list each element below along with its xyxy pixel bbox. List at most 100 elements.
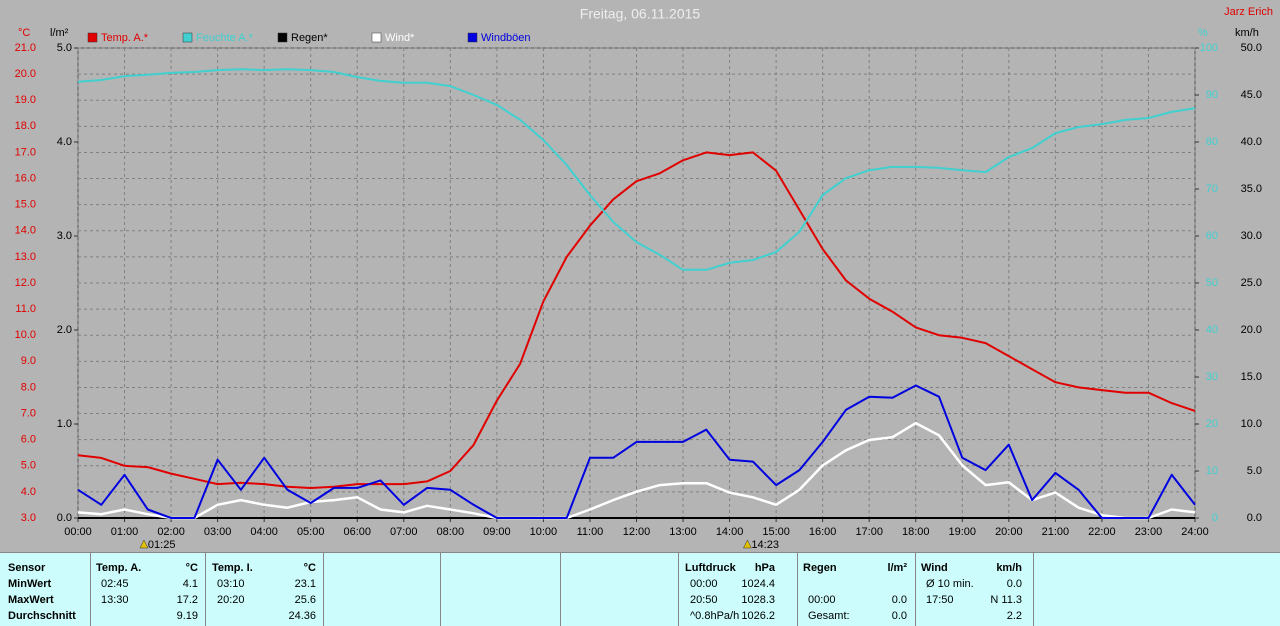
legend-swatch (371, 32, 382, 43)
section-title: Temp. I. (212, 562, 253, 574)
section-title: Regen (803, 562, 837, 574)
separator (915, 553, 916, 626)
x-tick-label: 05:00 (297, 526, 325, 538)
legend-swatch (87, 32, 98, 43)
y-tick-label: 8.0 (21, 381, 36, 393)
stat-time: 00:00 (808, 594, 836, 606)
legend-label: Regen* (291, 32, 328, 44)
separator (440, 553, 441, 626)
y3-tick-label: 20 (1206, 418, 1218, 430)
y4-tick-label: 15.0 (1241, 371, 1262, 383)
series-line (77, 421, 1196, 520)
stat-time: Ø 10 min. (926, 578, 974, 590)
section-unit: km/h (996, 562, 1022, 574)
separator (797, 553, 798, 626)
stat-value: 1024.4 (741, 578, 775, 590)
legend-swatch (277, 32, 288, 43)
y-tick-label: 16.0 (15, 172, 36, 184)
y-tick-label: 14.0 (15, 225, 36, 237)
x-tick-label: 14:00 (716, 526, 744, 538)
section-unit: hPa (754, 562, 775, 574)
y4-tick-label: 30.0 (1241, 230, 1262, 242)
x-tick-label: 04:00 (250, 526, 278, 538)
row-label: Sensor (8, 562, 46, 574)
series-line (77, 151, 1196, 489)
row-label: MinWert (8, 578, 52, 590)
x-tick-label: 11:00 (577, 526, 604, 538)
stat-value: 17.2 (176, 594, 198, 606)
y2-tick-label: 0.0 (57, 512, 72, 524)
y4-tick-label: 20.0 (1241, 324, 1262, 336)
stat-time: 17:50 (926, 594, 954, 606)
stat-time: ^0.8hPa/h (690, 610, 740, 622)
section-title: Temp. A. (96, 562, 142, 574)
x-tick-label: 13:00 (669, 526, 697, 538)
x-tick-label: 24:00 (1181, 526, 1209, 538)
x-tick-label: 06:00 (343, 526, 371, 538)
section-unit: °C (185, 562, 198, 574)
y-unit: °C (18, 27, 30, 39)
y3-tick-label: 40 (1206, 324, 1218, 336)
marker-icon (139, 539, 149, 549)
x-tick-label: 09:00 (483, 526, 511, 538)
y-tick-label: 11.0 (15, 303, 36, 315)
x-tick-label: 08:00 (437, 526, 465, 538)
chart: Freitag, 06.11.2015 Jarz Erich °C l/m² %… (15, 6, 1273, 551)
y3-tick-label: 80 (1206, 136, 1218, 148)
stat-value: 23.1 (294, 578, 316, 590)
legend-label: Windböen (481, 32, 531, 44)
y4-tick-label: 10.0 (1241, 418, 1262, 430)
chart-title: Freitag, 06.11.2015 (580, 6, 701, 22)
legend-label: Wind* (385, 32, 415, 44)
stat-value: 9.19 (176, 610, 198, 622)
x-tick-label: 03:00 (204, 526, 232, 538)
x-tick-label: 12:00 (623, 526, 651, 538)
stat-time: 03:10 (217, 578, 245, 590)
y3-tick-label: 90 (1206, 89, 1218, 101)
marker-icon (743, 539, 752, 549)
stat-value: 0.0 (891, 610, 907, 622)
x-tick-label: 01:00 (111, 526, 139, 538)
y2-tick-label: 3.0 (57, 230, 72, 242)
y-tick-label: 7.0 (21, 407, 36, 419)
y-tick-label: 21.0 (15, 42, 36, 54)
stat-time: 20:20 (217, 594, 245, 606)
y-tick-label: 20.0 (15, 68, 36, 80)
stat-value: 2.2 (1006, 610, 1022, 622)
x-tick-label: 10:00 (530, 526, 558, 538)
marker-label: 01:25 (148, 539, 176, 551)
y2-tick-label: 1.0 (57, 418, 72, 430)
y3-tick-label: 30 (1206, 371, 1218, 383)
y-tick-label: 10.0 (15, 329, 36, 341)
y-tick-label: 12.0 (15, 277, 36, 289)
x-tick-label: 16:00 (809, 526, 837, 538)
y-tick-label: 3.0 (21, 512, 36, 524)
y2-tick-label: 2.0 (57, 324, 72, 336)
y-tick-label: 9.0 (21, 355, 36, 367)
x-tick-label: 21:00 (1042, 526, 1070, 538)
y3-tick-label: 50 (1206, 277, 1218, 289)
x-tick-label: 02:00 (157, 526, 185, 538)
x-tick-label: 18:00 (902, 526, 930, 538)
y-tick-label: 6.0 (21, 434, 36, 446)
stat-value: 0.0 (1006, 578, 1022, 590)
legend-label: Feuchte A.* (196, 32, 254, 44)
y-tick-label: 5.0 (21, 460, 36, 472)
stat-time: 13:30 (101, 594, 129, 606)
separator (560, 553, 561, 626)
y4-unit: km/h (1235, 27, 1259, 39)
x-tick-label: 22:00 (1088, 526, 1116, 538)
legend-swatch (182, 32, 193, 43)
y4-tick-label: 25.0 (1241, 277, 1262, 289)
y3-tick-label: 100 (1200, 42, 1218, 54)
separator (90, 553, 91, 626)
stat-value: 1026.2 (741, 610, 775, 622)
stat-value: 1028.3 (741, 594, 775, 606)
y-tick-label: 17.0 (15, 146, 36, 158)
stat-value: N 11.3 (990, 594, 1022, 606)
separator (323, 553, 324, 626)
row-label: Durchschnitt (8, 610, 76, 622)
stat-value: 0.0 (891, 594, 907, 606)
stat-time: Gesamt: (808, 610, 850, 622)
